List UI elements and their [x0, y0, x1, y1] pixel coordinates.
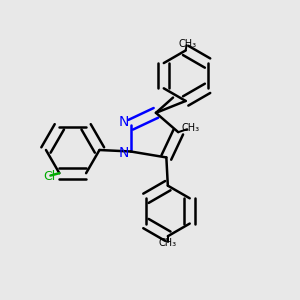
Text: N: N [119, 146, 129, 160]
Text: CH₃: CH₃ [181, 123, 199, 133]
Text: CH₃: CH₃ [178, 39, 196, 49]
Text: CH₃: CH₃ [159, 238, 177, 248]
Text: Cl: Cl [43, 169, 55, 183]
Text: N: N [119, 116, 129, 129]
